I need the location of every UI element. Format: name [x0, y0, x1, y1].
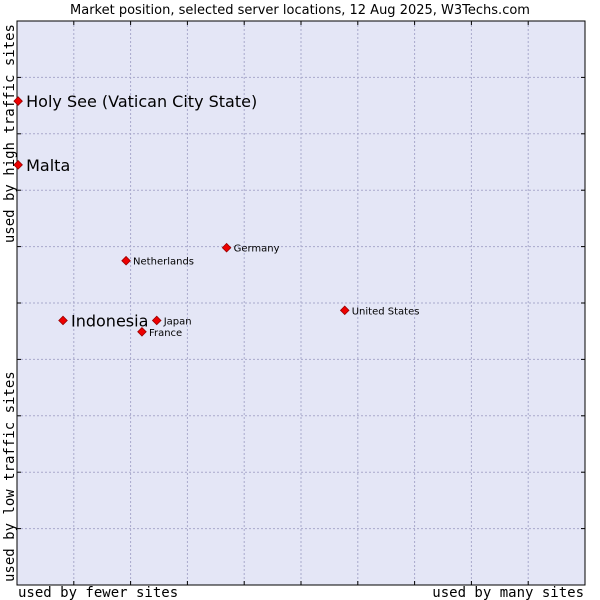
- point-marker-japan: [151, 315, 162, 326]
- chart-title: Market position, selected server locatio…: [70, 3, 530, 18]
- point-label-japan: Japan: [163, 316, 192, 327]
- point-marker-malta: [13, 160, 23, 170]
- y-axis-label-top: used by high traffic sites: [2, 24, 18, 243]
- point-label-holy-see-vatican-city-state: Holy See (Vatican City State): [26, 92, 257, 111]
- point-marker-germany: [221, 242, 232, 253]
- point-marker-holy-see-vatican-city-state: [13, 96, 23, 106]
- point-label-france: France: [149, 328, 182, 339]
- point-marker-indonesia: [58, 315, 68, 326]
- point-label-netherlands: Netherlands: [133, 257, 194, 268]
- grid-lines: [17, 21, 585, 585]
- point-marker-france: [137, 326, 147, 337]
- point-label-united-states: United States: [352, 306, 420, 317]
- data-points: Holy See (Vatican City State) Malta German…: [13, 92, 420, 339]
- point-marker-united-states: [339, 305, 350, 316]
- x-axis-label-left: used by fewer sites: [18, 585, 178, 600]
- point-label-indonesia: Indonesia: [71, 311, 148, 330]
- y-axis-label-bottom: used by low traffic sites: [2, 371, 18, 582]
- point-label-germany: Germany: [234, 244, 280, 255]
- point-label-malta: Malta: [26, 156, 70, 175]
- point-marker-netherlands: [121, 255, 131, 266]
- x-axis-label-right: used by many sites: [432, 585, 584, 600]
